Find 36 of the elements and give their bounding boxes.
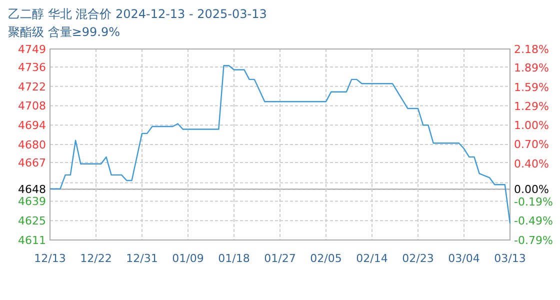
y-tick-label: 4694	[18, 119, 46, 132]
y-tick-label: 4736	[18, 60, 46, 74]
y-tick-label: 4648	[18, 182, 46, 196]
y2-tick-label: 0.70%	[514, 138, 549, 152]
y2-tick-label: 1.89%	[514, 62, 549, 75]
y2-tick-label: 1.29%	[514, 100, 549, 114]
x-tick-label: 02/23	[402, 252, 434, 265]
y-tick-label: 4680	[18, 138, 46, 152]
x-tick-label: 12/13	[34, 252, 66, 265]
y-tick-label: 4749	[18, 43, 46, 56]
x-tick-label: 02/05	[310, 252, 342, 265]
x-tick-label: 02/14	[356, 252, 388, 265]
y2-tick-label: 1.59%	[514, 80, 549, 94]
y2-tick-label: -0.19%	[514, 195, 553, 208]
y2-tick-label: -0.49%	[514, 214, 553, 228]
y-tick-label: 4625	[18, 214, 46, 228]
line-series	[49, 65, 511, 224]
chart-subtitle: 聚酯级 含量≥99.9%	[8, 25, 120, 39]
y2-tick-label: 0.00%	[514, 183, 549, 196]
y2-tick-label: 2.18%	[514, 43, 549, 56]
x-tick-label: 12/31	[126, 252, 158, 265]
y-tick-label: 4639	[18, 195, 46, 208]
x-tick-label: 03/04	[448, 252, 480, 265]
x-tick-label: 12/22	[80, 252, 112, 265]
y2-tick-label: 0.40%	[514, 157, 549, 170]
x-tick-label: 03/13	[494, 252, 526, 265]
x-tick-label: 01/18	[218, 252, 250, 265]
y2-tick-label: 1.00%	[514, 118, 549, 132]
y-tick-label: 4611	[18, 234, 46, 247]
chart-title: 乙二醇 华北 混合价 2024-12-13 - 2025-03-13	[8, 7, 267, 21]
y-tick-label: 4667	[18, 156, 46, 170]
y-tick-label: 4708	[18, 100, 46, 113]
x-tick-label: 01/27	[264, 252, 296, 265]
x-tick-label: 01/09	[172, 252, 204, 265]
y2-tick-label: -0.79%	[514, 234, 553, 247]
y-tick-label: 4722	[18, 80, 46, 94]
